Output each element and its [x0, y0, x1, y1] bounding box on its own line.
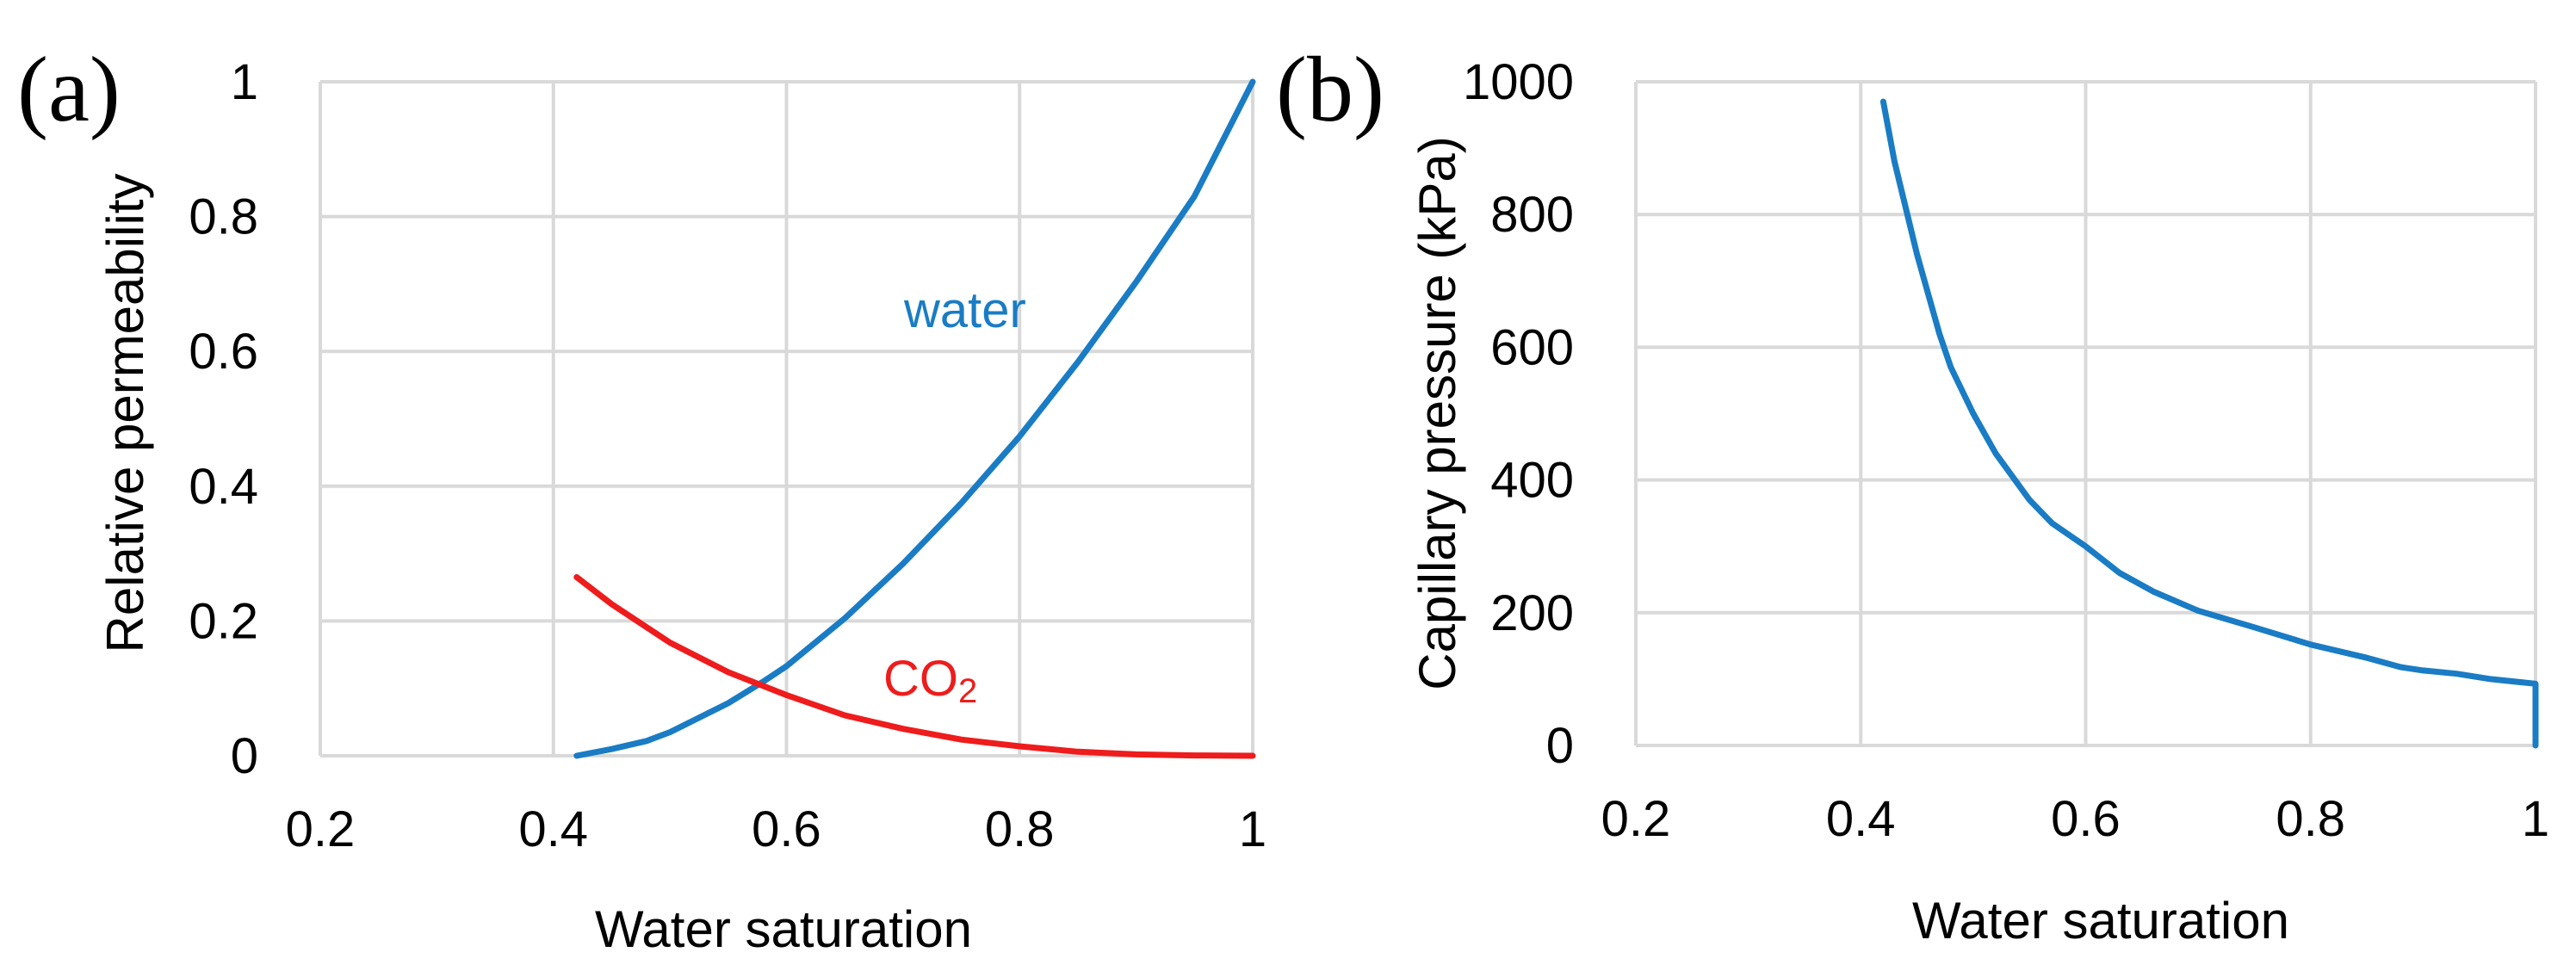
panel-a-y-tick-label-2: 0.4: [189, 459, 258, 515]
panel-b-series: [1879, 98, 2539, 749]
panel-a-series-line-water: [573, 78, 1256, 759]
panel-a-gridlines: [319, 80, 1254, 757]
panel-b-y-tick-label-2: 400: [1490, 453, 1574, 509]
panel-b-y-tick-labels: 0 200 400 600 800 1000: [1463, 54, 1574, 774]
panel-b-capillary-pressure-chart: (b) 0 200 400 600 800 1000 0.2 0.4 0.6 0.8 1 Wate…: [1276, 39, 2549, 949]
panel-a-y-tick-label-3: 0.6: [189, 324, 258, 380]
panel-a-x-tick-label-1: 0.4: [518, 801, 588, 857]
panel-a-y-tick-labels: 0 0.2 0.4 0.6 0.8 1: [189, 54, 258, 784]
panel-a-x-tick-labels: 0.2 0.4 0.6 0.8 1: [286, 801, 1266, 857]
panel-b-x-tick-labels: 0.2 0.4 0.6 0.8 1: [1601, 791, 2549, 847]
panel-b-x-tick-label-4: 1: [2522, 791, 2549, 847]
panel-b-series-line-capillary-pressure: [1879, 98, 2539, 749]
panel-b-x-axis-title: Water saturation: [1912, 892, 2289, 949]
panel-a-x-tick-label-3: 0.8: [985, 801, 1055, 857]
panel-a-x-tick-label-2: 0.6: [752, 801, 821, 857]
co2-series-label: CO2: [883, 651, 977, 710]
panel-a-y-axis-title: Relative permeability: [96, 174, 154, 653]
panel-a-label: (a): [17, 39, 121, 141]
panel-a-series: [573, 78, 1256, 759]
panel-a-series-line-co2: [573, 574, 1256, 759]
panel-b-y-axis-title: Capillary pressure (kPa): [1409, 136, 1466, 690]
panel-a-x-axis-title: Water saturation: [595, 900, 972, 958]
panel-a-y-tick-label-4: 0.8: [189, 189, 258, 245]
panel-a-relative-permeability-chart: (a) 0 0.2 0.4 0.6 0.8 1 0.2 0.4 0.6 0.8 1 Water s…: [17, 39, 1266, 958]
panel-a-y-tick-label-0: 0: [231, 728, 258, 784]
co2-series-label-subscript: 2: [958, 672, 977, 710]
panel-a-y-tick-label-1: 0.2: [189, 593, 258, 649]
panel-a-x-tick-label-4: 1: [1239, 801, 1266, 857]
panel-b-label: (b): [1276, 39, 1384, 141]
panel-b-gridlines: [1634, 80, 2537, 747]
panel-b-y-tick-label-0: 0: [1546, 718, 1574, 774]
panel-b-x-tick-label-1: 0.4: [1826, 791, 1896, 847]
panel-b-y-tick-label-5: 1000: [1463, 54, 1574, 110]
panel-b-x-tick-label-0: 0.2: [1601, 791, 1671, 847]
co2-series-label-main: CO: [883, 651, 958, 707]
panel-b-x-tick-label-3: 0.8: [2276, 791, 2345, 847]
panel-a-x-tick-label-0: 0.2: [286, 801, 356, 857]
water-series-label: water: [903, 282, 1026, 338]
panel-b-x-tick-label-2: 0.6: [2051, 791, 2121, 847]
panel-b-y-tick-label-4: 800: [1490, 187, 1574, 243]
panel-b-y-tick-label-1: 200: [1490, 585, 1574, 641]
panel-b-y-tick-label-3: 600: [1490, 319, 1574, 375]
panel-a-y-tick-label-5: 1: [231, 54, 258, 110]
